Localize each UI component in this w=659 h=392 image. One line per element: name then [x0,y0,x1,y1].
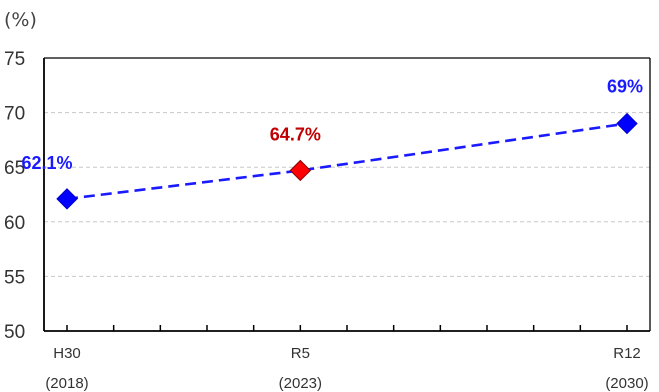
y-tick-label: 55 [4,267,25,288]
axes [43,57,651,332]
data-labels: 62.1% 64.7% 69% [21,77,643,173]
y-axis-ticks: 50 55 60 65 70 75 [4,49,25,343]
x-tick-year-label: (2018) [45,375,88,392]
data-point-marker [56,188,78,210]
x-tick-label: R12 [613,345,641,362]
x-tick-label: H30 [53,345,81,362]
data-point-marker [616,112,638,135]
data-points [56,112,638,210]
y-tick-label: 65 [4,158,25,179]
series-line-path [66,122,628,201]
x-axis-ticks: H30 (2018) R5 (2023) R12 (2030) [45,345,648,392]
gridlines [44,112,650,277]
y-tick-label: 60 [4,213,25,234]
x-tick-label: R5 [291,345,310,362]
data-label: 62.1% [21,153,72,173]
data-label: 69% [607,77,643,97]
x-tick-year-label: (2023) [279,375,322,392]
data-label: 64.7% [270,124,321,144]
x-tick-year-label: (2030) [605,375,648,392]
data-point-marker [289,159,312,182]
y-axis-unit-label: (%) [4,9,37,31]
y-tick-label: 75 [4,49,25,70]
y-tick-label: 70 [4,104,25,125]
series-line [66,122,628,201]
y-tick-label: 50 [4,322,25,343]
